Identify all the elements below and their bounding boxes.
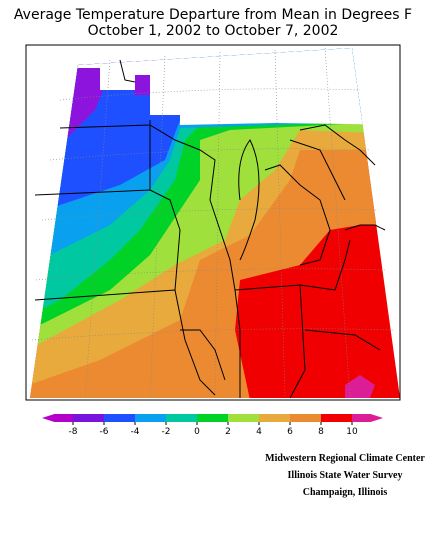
colorbar-tick-label: 2 (225, 427, 231, 437)
state-line (119, 59, 241, 398)
colorbar-segment (135, 414, 166, 422)
graticule (31, 47, 395, 399)
temperature-field (30, 48, 400, 398)
title-line: Average Temperature Departure from Mean … (14, 7, 412, 23)
credit-line: Midwestern Regional Climate Center (265, 453, 425, 464)
colorbar-tick-label: -8 (69, 427, 78, 437)
colorbar-segment (259, 414, 290, 422)
state-line (180, 124, 386, 381)
colorbar-segment (104, 414, 135, 422)
colorbar-end (352, 414, 383, 422)
colorbar-tick-label: 10 (346, 427, 358, 437)
state-line (234, 239, 381, 399)
colorbar-tick-label: 0 (194, 427, 200, 437)
credit-line: Champaign, Illinois (303, 487, 388, 498)
colorbar-tick-label: 8 (318, 427, 324, 437)
region (345, 375, 375, 398)
colorbar-segment (290, 414, 321, 422)
no-data (30, 48, 400, 125)
colorbar-segment (73, 414, 104, 422)
colorbar-end (42, 414, 73, 422)
boundaries (34, 59, 386, 399)
grid-line (31, 88, 395, 341)
colorbar-segment (166, 414, 197, 422)
colorbar-segment (228, 414, 259, 422)
colorbar-tick-label: -2 (162, 427, 171, 437)
colorbar-segment (321, 414, 352, 422)
lake-shore (238, 139, 346, 266)
map-frame (25, 44, 401, 401)
title-line: October 1, 2002 to October 7, 2002 (88, 23, 339, 39)
colorbar: -8 -6 -4 -2 0 2 4 6 8 10 (42, 414, 383, 437)
colorbar-tick-label: 6 (287, 427, 293, 437)
grid-line (84, 47, 351, 399)
credit-line: Illinois State Water Survey (288, 470, 403, 481)
colorbar-tick-label: -4 (131, 427, 140, 437)
colorbar-tick-label: -6 (100, 427, 109, 437)
colorbar-tick-label: 4 (256, 427, 262, 437)
colorbar-segment (197, 414, 228, 422)
